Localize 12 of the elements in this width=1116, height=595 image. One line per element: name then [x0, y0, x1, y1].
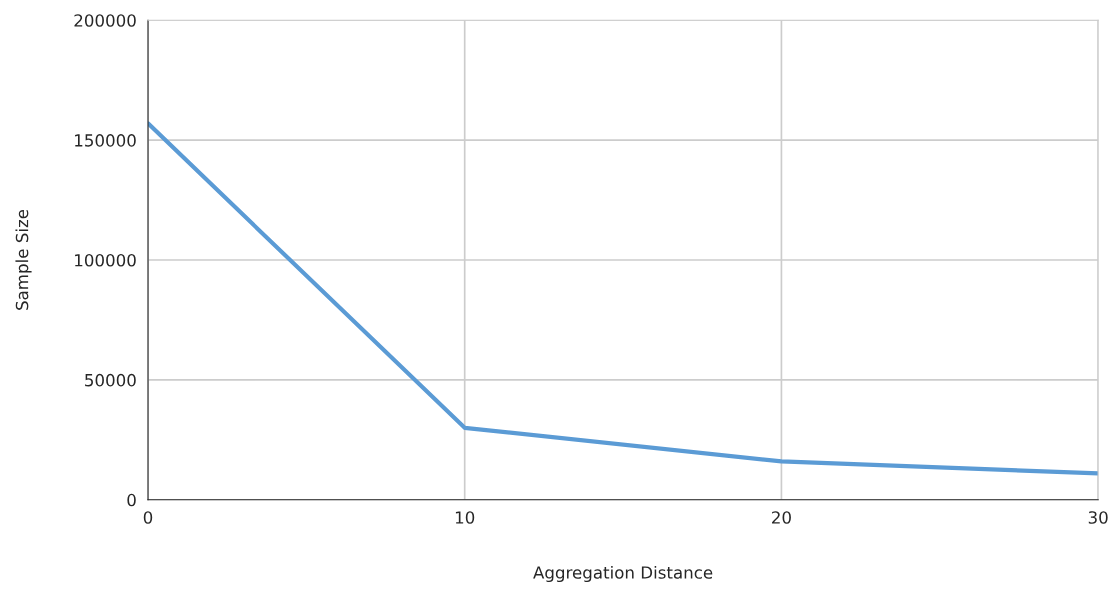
- x-tick-label: 10: [455, 511, 475, 524]
- y-tick-label: 0: [127, 493, 136, 507]
- x-tick-label: 20: [772, 511, 791, 524]
- line-series: [147, 121, 1099, 476]
- x-tick-label: 30: [1088, 511, 1108, 524]
- y-tick-label: 50000: [85, 373, 136, 387]
- x-tick-label: 0: [143, 511, 153, 524]
- y-axis-title: Sample Size: [15, 209, 32, 310]
- y-tick-label: 100000: [75, 253, 136, 267]
- y-tick-label: 150000: [75, 134, 136, 147]
- x-axis-title: Aggregation Distance: [533, 565, 713, 583]
- y-tick-label: 200000: [74, 14, 136, 27]
